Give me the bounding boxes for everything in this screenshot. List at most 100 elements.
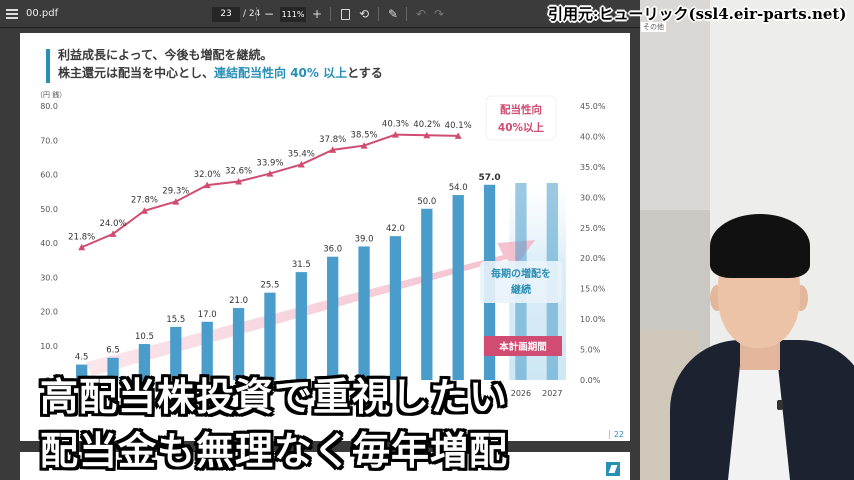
x-tick-label: 2026 bbox=[511, 389, 531, 398]
file-name: 00.pdf bbox=[26, 8, 59, 19]
y2-tick-label: 10.0% bbox=[580, 315, 606, 324]
pdf-toolbar: 00.pdf 23 / 24 − 111% + ⟲ ✎ ↶ ↷ bbox=[0, 0, 640, 28]
payout-ratio-label: 35.4% bbox=[288, 149, 315, 159]
payout-ratio-label: 27.8% bbox=[131, 196, 158, 206]
dividend-bar bbox=[421, 208, 433, 380]
payout-ratio-point bbox=[454, 132, 462, 139]
payout-ratio-point bbox=[140, 207, 148, 214]
payout-ratio-point bbox=[235, 178, 243, 185]
dividend-label: 21.0 bbox=[229, 296, 248, 306]
dividend-label: 6.5 bbox=[106, 346, 120, 356]
payout-ratio-label: 40.1% bbox=[445, 121, 472, 131]
door-background bbox=[640, 210, 710, 350]
dividend-bar bbox=[389, 236, 402, 380]
dividend-label: 15.5 bbox=[166, 315, 185, 325]
subtitle-line2: 配当金も無理なく毎年増配 bbox=[40, 429, 509, 473]
y2-tick-label: 40.0% bbox=[580, 132, 606, 141]
payout-ratio-label: 24.0% bbox=[100, 219, 127, 229]
dividend-bar bbox=[358, 246, 370, 380]
payout-ratio-point bbox=[391, 131, 399, 138]
page-number-input[interactable]: 23 bbox=[212, 7, 240, 22]
more-tooltip: その他 bbox=[641, 22, 666, 32]
dividend-bar bbox=[170, 326, 182, 380]
page-total: / 24 bbox=[243, 9, 261, 19]
y-tick-label: 40.0 bbox=[40, 239, 58, 248]
y2-tick-label: 30.0% bbox=[580, 193, 606, 202]
dividend-label: 50.0 bbox=[417, 197, 436, 207]
document-area[interactable]: 利益成長によって、今後も増配を継続。 株主還元は配当を中心とし、連結配当性向 4… bbox=[0, 28, 640, 480]
payout-ratio-point bbox=[423, 131, 431, 139]
payout-ratio-point bbox=[172, 198, 180, 205]
lapel-mic-icon bbox=[777, 400, 783, 410]
draw-button[interactable]: ✎ bbox=[386, 0, 400, 28]
redo-icon: ↷ bbox=[433, 7, 445, 21]
y2-tick-label: 45.0% bbox=[580, 102, 606, 111]
dividend-label: 17.0 bbox=[198, 310, 217, 320]
y2-tick-label: 15.0% bbox=[580, 285, 606, 294]
dividend-label: 54.0 bbox=[449, 183, 468, 193]
y2-tick-label: 0.0% bbox=[580, 376, 601, 385]
y-tick-label: 10.0 bbox=[40, 342, 58, 351]
presenter-hair bbox=[710, 214, 810, 278]
zoom-in-button[interactable]: + bbox=[311, 7, 323, 21]
y2-tick-label: 5.0% bbox=[580, 346, 601, 355]
y-tick-label: 50.0 bbox=[40, 205, 58, 214]
slide-title-line2: 株主還元は配当を中心とし、連結配当性向 40% 以上とする bbox=[58, 66, 383, 80]
subtitle-line1: 高配当株投資で重視したい bbox=[40, 375, 509, 419]
dividend-label: 25.5 bbox=[260, 281, 279, 291]
payout-callout-line2: 40%以上 bbox=[498, 121, 545, 134]
payout-ratio-label: 29.3% bbox=[162, 187, 189, 197]
dividend-bar bbox=[76, 364, 88, 380]
fit-page-button[interactable] bbox=[338, 0, 352, 28]
y-tick-label: 30.0 bbox=[40, 273, 58, 282]
dividend-bar bbox=[232, 308, 245, 380]
payout-ratio-label: 32.6% bbox=[225, 167, 252, 177]
payout-ratio-point bbox=[266, 170, 274, 177]
payout-ratio-label: 38.5% bbox=[351, 131, 378, 141]
dividend-label: 36.0 bbox=[323, 245, 342, 255]
y-tick-label: 0.0 bbox=[45, 376, 58, 385]
rotate-button[interactable]: ⟲ bbox=[357, 0, 371, 28]
dividend-label: 10.5 bbox=[135, 332, 154, 342]
dividend-label: 39.0 bbox=[355, 234, 374, 244]
payout-ratio-point bbox=[360, 142, 368, 149]
dividend-bar bbox=[327, 256, 339, 380]
payout-callout-box bbox=[485, 95, 557, 141]
y2-tick-label: 20.0% bbox=[580, 254, 606, 263]
payout-ratio-point bbox=[297, 160, 305, 168]
slide-page-number: 22 bbox=[608, 430, 624, 439]
title-accent-bar bbox=[46, 49, 50, 83]
y-tick-label: 80.0 bbox=[40, 102, 58, 111]
undo-icon: ↶ bbox=[415, 7, 427, 21]
menu-icon[interactable] bbox=[6, 0, 18, 28]
increase-callout-box bbox=[480, 261, 562, 303]
y2-tick-label: 25.0% bbox=[580, 224, 606, 233]
toolbar-divider bbox=[406, 7, 407, 21]
increase-callout-line2: 継続 bbox=[511, 283, 531, 296]
dividend-bar bbox=[452, 195, 464, 380]
dividend-bar bbox=[264, 292, 276, 380]
payout-ratio-label: 32.0% bbox=[194, 170, 221, 180]
payout-ratio-point bbox=[78, 243, 86, 251]
zoom-out-button[interactable]: − bbox=[263, 7, 275, 21]
dividend-label: 31.5 bbox=[292, 260, 311, 270]
redo-button[interactable]: ↷ bbox=[432, 0, 446, 28]
toolbar-divider bbox=[330, 7, 331, 21]
dividend-bar bbox=[138, 344, 151, 380]
page-fit-icon bbox=[340, 9, 350, 20]
toolbar-divider bbox=[378, 7, 379, 21]
undo-button[interactable]: ↶ bbox=[414, 0, 428, 28]
toolbar-divider bbox=[256, 7, 257, 21]
payout-ratio-point bbox=[109, 230, 117, 237]
payout-ratio-label: 21.8% bbox=[68, 232, 95, 242]
dividend-label: 4.5 bbox=[75, 353, 89, 363]
payout-ratio-label: 33.9% bbox=[256, 159, 283, 169]
source-credit: 引用元:ヒューリック(ssl4.eir-parts.net) bbox=[548, 5, 847, 23]
dividend-bar bbox=[107, 357, 119, 380]
plan-period-badge-label: 本計画期間 bbox=[499, 341, 547, 353]
y-tick-label: 60.0 bbox=[40, 171, 58, 180]
pdf-page: 利益成長によって、今後も増配を継続。 株主還元は配当を中心とし、連結配当性向 4… bbox=[20, 33, 630, 441]
zoom-level-input[interactable]: 111% bbox=[280, 7, 306, 22]
x-tick-label: 2027 bbox=[542, 389, 562, 398]
